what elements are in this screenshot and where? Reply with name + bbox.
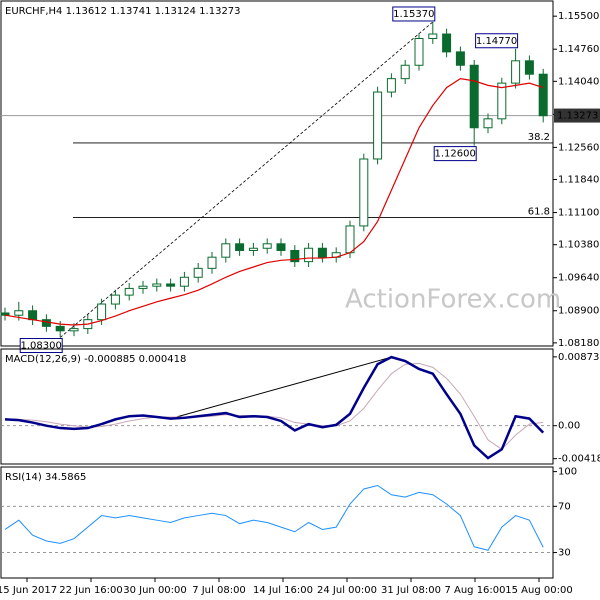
candle-body — [538, 73, 548, 117]
y-tick-label: 1.11840 — [558, 175, 599, 186]
candle-body — [152, 283, 162, 287]
candle-body — [235, 243, 245, 251]
candle-body — [317, 247, 327, 258]
candle-body — [442, 33, 452, 53]
candle-body — [359, 158, 369, 227]
candle-body — [193, 267, 203, 278]
candle-body — [304, 247, 314, 263]
x-tick-label: 7 Jul 08:00 — [192, 585, 246, 596]
watermark: ActionForex.com — [345, 285, 561, 315]
panel-frame — [0, 348, 554, 465]
candle-body — [69, 328, 79, 332]
candle-body — [138, 285, 148, 289]
candle-body — [28, 310, 38, 321]
x-tick-label: 24 Jul 00:00 — [317, 585, 377, 596]
y-tick-label: 70 — [558, 501, 571, 512]
candle-body — [124, 287, 134, 296]
macd-trendline — [170, 356, 392, 420]
moving-average — [4, 78, 544, 326]
price-annotation: 1.15370 — [393, 9, 434, 20]
indicator-line — [4, 362, 544, 450]
candle-body — [373, 91, 383, 160]
candle-body — [455, 51, 465, 66]
price-annotation-box — [392, 6, 436, 22]
candle-body — [483, 118, 493, 129]
candle-body — [166, 283, 176, 287]
y-tick-label: 100 — [558, 467, 577, 478]
candle-body — [276, 243, 286, 251]
candle-body — [386, 78, 396, 93]
level-label: 61.8 — [528, 206, 550, 217]
panel-title: MACD(12,26,9) -0.000885 0.000418 — [5, 354, 186, 365]
candle-body — [97, 303, 107, 321]
x-tick-label: 30 Jun 00:00 — [123, 585, 187, 596]
panel-frame — [0, 466, 554, 579]
y-tick-label: 1.09640 — [558, 273, 599, 284]
candle-body — [0, 312, 10, 316]
last-price-box — [554, 108, 600, 123]
candle-body — [179, 276, 189, 287]
level-label: 38.2 — [528, 132, 550, 143]
indicator-line — [4, 484, 544, 551]
y-tick-label: -0.004184 — [558, 454, 600, 465]
x-tick-label: 15 Jun 2017 — [0, 585, 57, 596]
candle-body — [248, 247, 258, 251]
y-tick-label: 1.15500 — [558, 11, 599, 22]
y-tick-label: 0.008732 — [558, 352, 600, 363]
price-annotation: 1.12600 — [435, 149, 476, 160]
candle-body — [524, 60, 534, 75]
candle-body — [55, 325, 65, 332]
price-annotation-box — [475, 33, 519, 49]
candle-body — [262, 243, 272, 249]
y-tick-label: 1.14760 — [558, 44, 599, 55]
candle-body — [414, 37, 424, 66]
candle-body — [14, 310, 24, 316]
panel-title: RSI(14) 34.5865 — [5, 472, 86, 483]
price-annotation: 1.14770 — [476, 36, 517, 47]
y-tick-label: 30 — [558, 548, 571, 559]
x-tick-label: 22 Jun 16:00 — [59, 585, 123, 596]
candle-body — [41, 319, 51, 327]
candle-body — [469, 64, 479, 129]
y-tick-label: 1.08180 — [558, 338, 599, 349]
y-tick-label: 1.12560 — [558, 142, 599, 153]
y-tick-label: 1.14040 — [558, 76, 599, 87]
candle-body — [345, 225, 355, 254]
candle-body — [221, 243, 231, 258]
x-tick-label: 15 Aug 00:00 — [505, 585, 572, 596]
last-price-label: 1.13273 — [557, 111, 598, 122]
candle-body — [497, 82, 507, 120]
panel-title: EURCHF,H4 1.13612 1.13741 1.13124 1.1327… — [5, 6, 241, 17]
fib-trendline — [59, 21, 434, 338]
y-tick-label: 1.11100 — [558, 208, 599, 219]
panel-frame — [0, 0, 554, 347]
indicator-line — [4, 355, 545, 460]
price-annotation-box — [433, 146, 477, 162]
y-tick-label: 0.00 — [558, 421, 580, 432]
candle-body — [428, 33, 438, 39]
y-tick-label: 1.08900 — [558, 306, 599, 317]
x-tick-label: 31 Jul 08:00 — [381, 585, 441, 596]
candle-body — [400, 64, 410, 80]
candle-body — [110, 294, 120, 305]
y-tick-label: 1.10380 — [558, 240, 599, 251]
candle-body — [207, 256, 217, 269]
candle-body — [290, 249, 300, 263]
price-annotation: 1.08300 — [21, 341, 62, 352]
x-tick-label: 7 Aug 16:00 — [444, 585, 505, 596]
x-tick-label: 14 Jul 16:00 — [253, 585, 313, 596]
candle-body — [511, 60, 521, 84]
